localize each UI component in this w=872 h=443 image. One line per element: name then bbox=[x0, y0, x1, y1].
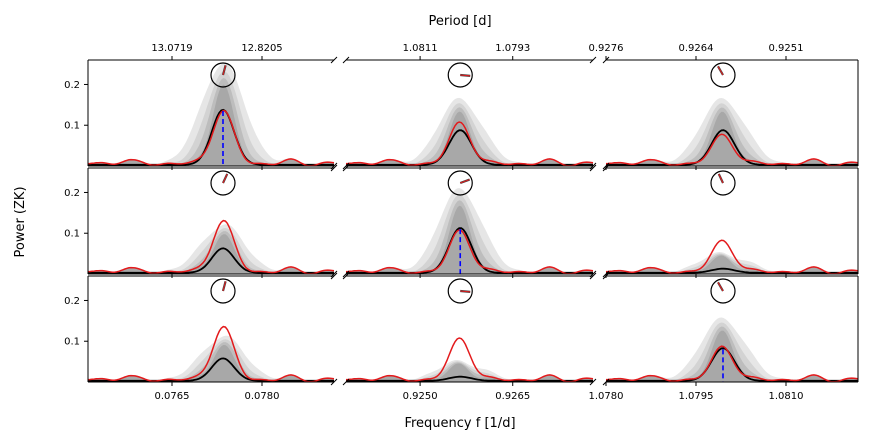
panel-r2-c0: 0.1 0.2 0.0765 0.0780 bbox=[64, 272, 338, 402]
phase-dial bbox=[210, 278, 236, 304]
observed-curve bbox=[87, 219, 335, 275]
x-tick-label: 1.0795 bbox=[679, 391, 714, 402]
phase-needle bbox=[222, 281, 227, 292]
phase-needle bbox=[222, 65, 227, 76]
phase-needle bbox=[460, 179, 470, 184]
top-tick-label: 1.0811 bbox=[403, 43, 438, 54]
observed-curve bbox=[345, 121, 594, 167]
top-axis-label: Period [d] bbox=[428, 14, 491, 29]
envelope-band-2 bbox=[88, 342, 334, 382]
x-tick-label: 0.9250 bbox=[403, 391, 438, 402]
y-tick-label: 0.2 bbox=[64, 188, 80, 199]
observed-curve bbox=[345, 229, 594, 275]
y-axis-label: Power (ZK) bbox=[13, 186, 28, 257]
top-tick-label: 13.0719 bbox=[151, 43, 192, 54]
phase-dial bbox=[710, 62, 736, 88]
observed-curve bbox=[605, 239, 859, 275]
axis-break-mark bbox=[330, 164, 338, 172]
panel-r1-c0: 0.1 0.2 bbox=[64, 164, 338, 278]
axis-break-mark bbox=[589, 378, 597, 386]
y-tick-label: 0.1 bbox=[64, 229, 80, 240]
median-curve bbox=[88, 247, 334, 274]
y-tick-label: 0.1 bbox=[64, 337, 80, 348]
phase-dial bbox=[447, 62, 473, 88]
x-tick-label: 0.0780 bbox=[245, 391, 280, 402]
observed-curve bbox=[605, 133, 859, 167]
envelope-band-3 bbox=[346, 363, 593, 382]
median-curve bbox=[346, 227, 593, 274]
phase-dial bbox=[210, 62, 236, 88]
y-tick-label: 0.2 bbox=[64, 80, 80, 91]
median-curve bbox=[606, 347, 858, 382]
axis-break-mark bbox=[342, 164, 350, 172]
x-tick-label: 0.9265 bbox=[495, 391, 530, 402]
envelope-band-3 bbox=[88, 84, 334, 166]
phase-needle bbox=[460, 74, 471, 77]
panel-r2-c2: 1.0780 1.0795 1.0810 bbox=[589, 272, 859, 402]
median-curve bbox=[88, 357, 334, 382]
observed-curve bbox=[87, 325, 335, 383]
envelope-band-2 bbox=[88, 78, 334, 166]
envelope-band-3 bbox=[606, 255, 858, 274]
top-tick-label: 0.9251 bbox=[769, 43, 804, 54]
median-curve bbox=[606, 267, 858, 274]
axis-break-mark bbox=[589, 56, 597, 64]
axis-break-mark bbox=[602, 164, 610, 172]
envelope-band-2 bbox=[88, 231, 334, 274]
phase-dial bbox=[710, 170, 736, 196]
phase-dial bbox=[447, 170, 473, 196]
axis-break-mark bbox=[330, 378, 338, 386]
axis-break-mark bbox=[330, 56, 338, 64]
phase-dial bbox=[710, 278, 736, 304]
panel-r1-c1 bbox=[342, 164, 597, 278]
panel-r1-c2 bbox=[602, 164, 859, 278]
axis-break-mark bbox=[602, 272, 610, 280]
axis-break-mark bbox=[589, 164, 597, 172]
y-tick-label: 0.2 bbox=[64, 296, 80, 307]
observed-curve bbox=[87, 109, 335, 167]
phase-needle bbox=[717, 282, 724, 292]
panel-r0-c2: 0.9276 0.9264 0.9251 bbox=[589, 43, 859, 170]
envelope-band-3 bbox=[88, 345, 334, 382]
top-tick-label: 0.9264 bbox=[679, 43, 714, 54]
axis-break-mark bbox=[330, 272, 338, 280]
phase-needle bbox=[718, 173, 724, 184]
median-curve bbox=[346, 129, 593, 166]
x-tick-label: 0.0765 bbox=[155, 391, 190, 402]
phase-needle bbox=[717, 66, 724, 76]
panel-r0-c1: 1.0811 1.0793 bbox=[342, 43, 597, 170]
x-tick-label: 1.0780 bbox=[589, 391, 624, 402]
envelope-band-3 bbox=[88, 234, 334, 274]
median-curve bbox=[88, 108, 334, 166]
top-tick-label: 12.8205 bbox=[241, 43, 282, 54]
top-tick-label: 1.0793 bbox=[495, 43, 530, 54]
axis-break-mark bbox=[342, 56, 350, 64]
x-tick-label: 1.0810 bbox=[769, 391, 804, 402]
axis-break-mark bbox=[589, 272, 597, 280]
phase-dial bbox=[447, 278, 473, 304]
axis-break-mark bbox=[342, 378, 350, 386]
axis-break-mark bbox=[342, 162, 350, 170]
median-curve bbox=[606, 129, 858, 166]
phase-dial bbox=[210, 170, 236, 196]
y-tick-label: 0.1 bbox=[64, 121, 80, 132]
panel-r0-c0: 0.1 0.2 13.0719 12.8205 bbox=[64, 43, 338, 170]
axis-break-mark bbox=[342, 270, 350, 278]
median-curve bbox=[346, 375, 593, 382]
phase-needle bbox=[460, 290, 471, 293]
observed-curve bbox=[345, 337, 594, 383]
panel-r2-c1: 0.9250 0.9265 bbox=[342, 272, 597, 402]
plot-area: 0.10.213.0719 12.8205 1.0811 1.0793 0.9276 0.… bbox=[64, 43, 859, 402]
axis-break-mark bbox=[342, 272, 350, 280]
top-tick-label: 0.9276 bbox=[589, 43, 624, 54]
phase-needle bbox=[222, 173, 228, 184]
x-axis-label: Frequency f [1/d] bbox=[404, 416, 515, 431]
observed-curve bbox=[605, 345, 859, 383]
